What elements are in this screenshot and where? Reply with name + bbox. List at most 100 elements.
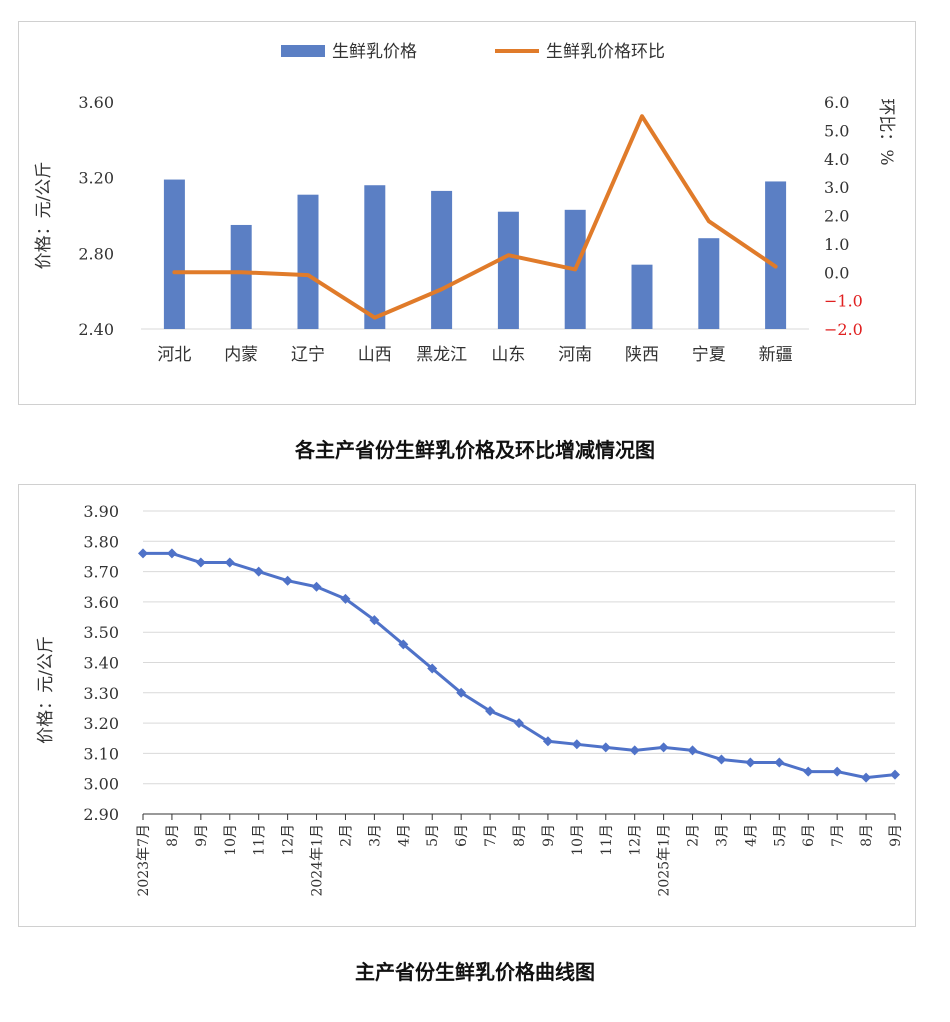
right-tick-label: 3.0 [824, 178, 849, 197]
left-tick-label: 2.40 [78, 320, 114, 339]
x-tick-label: 4月 [396, 824, 412, 847]
category-label: 河南 [558, 345, 592, 365]
x-tick-label: 8月 [512, 824, 528, 847]
category-label: 黑龙江 [416, 345, 467, 365]
x-tick-label: 10月 [223, 824, 239, 856]
left-tick-label: 2.80 [78, 244, 114, 263]
bar [765, 181, 787, 329]
price-line-chart: 2.90 3.00 3.10 3.20 3.30 3.40 3.50 3.60 3.70 3.80… [36, 502, 904, 897]
x-tick-label: 11月 [252, 824, 268, 856]
price-point [600, 742, 611, 753]
x-tick-label: 7月 [483, 824, 499, 847]
x-tick-label: 2025年1月 [657, 824, 673, 897]
price-point [716, 754, 727, 765]
right-tick-label: −2.0 [824, 320, 863, 339]
chart-panel-1: 2.40 2.80 3.20 3.60 −2.0 −1.0 0.0 1.0 2.0 3.0 4.0 5… [18, 21, 916, 405]
category-label: 河北 [157, 345, 191, 365]
legend-line-label: 生鲜乳价格环比 [546, 42, 665, 62]
price-point [485, 705, 496, 716]
price-point [832, 766, 843, 777]
x-tick-label: 9月 [194, 824, 210, 847]
price-point [166, 548, 177, 559]
y-tick-label: 3.00 [83, 775, 119, 794]
chart-caption-1: 各主产省份生鲜乳价格及环比增减情况图 [295, 438, 655, 462]
left-axis-title: 价格：元/公斤 [34, 162, 54, 270]
y-tick-label: 3.80 [83, 532, 119, 551]
y-tick-label: 3.60 [83, 593, 119, 612]
x-tick-label: 3月 [714, 824, 730, 847]
price-point [427, 663, 438, 674]
price-line [143, 551, 896, 780]
bar [364, 185, 386, 329]
price-point [311, 581, 322, 592]
left-tick-label: 3.60 [78, 93, 114, 112]
y-tick-label: 3.20 [83, 714, 119, 733]
price-point [253, 566, 264, 577]
price-point [138, 548, 148, 559]
x-tick-label: 5月 [772, 824, 788, 847]
x-tick-label: 8月 [165, 824, 181, 847]
right-tick-label: −1.0 [824, 292, 863, 311]
right-tick-label: 5.0 [824, 121, 849, 140]
price-point [571, 739, 582, 750]
y-tick-label: 3.50 [83, 623, 119, 642]
x-tick-label: 2月 [338, 824, 354, 847]
x-tick-label: 2月 [686, 824, 702, 847]
bar [163, 179, 185, 329]
price-point [456, 687, 467, 698]
x-tick-label: 12月 [628, 824, 644, 856]
price-point [195, 557, 206, 568]
y-tick-label: 3.30 [83, 684, 119, 703]
y-tick-label: 3.90 [83, 502, 119, 521]
right-tick-label: 4.0 [824, 150, 849, 169]
x-tick-label: 6月 [801, 824, 817, 847]
x-tick-label: 7月 [830, 824, 846, 847]
bar [631, 264, 653, 329]
price-point [774, 757, 785, 768]
x-tick-label: 9月 [888, 824, 904, 847]
right-tick-label: 0.0 [824, 263, 849, 282]
y-tick-label: 3.10 [83, 744, 119, 763]
price-point [687, 745, 698, 756]
category-label: 内蒙 [224, 345, 258, 365]
right-tick-label: 1.0 [824, 235, 849, 254]
chart-caption-2: 主产省份生鲜乳价格曲线图 [355, 960, 595, 984]
price-point [514, 718, 524, 729]
price-point [803, 766, 814, 777]
bar [230, 224, 252, 329]
legend-bar-label: 生鲜乳价格 [332, 42, 417, 62]
x-tick-label: 9月 [541, 824, 557, 847]
y-tick-label: 3.70 [83, 563, 119, 582]
x-tick-label: 2023年7月 [136, 824, 152, 897]
category-label: 山西 [358, 345, 392, 365]
right-axis-title: 环比：% [876, 98, 896, 165]
left-tick-label: 3.20 [78, 169, 114, 188]
combo-chart: 2.40 2.80 3.20 3.60 −2.0 −1.0 0.0 1.0 2.0 3.0 4.0 5… [34, 42, 896, 365]
y-tick-label: 2.90 [83, 805, 119, 824]
right-tick-label: 2.0 [824, 207, 849, 226]
mom-line [172, 114, 778, 320]
category-label: 山东 [491, 345, 525, 365]
bar [698, 238, 720, 329]
price-point [369, 615, 380, 626]
x-tick-label: 12月 [281, 824, 297, 856]
price-point [629, 745, 640, 756]
price-point [861, 772, 872, 783]
x-tick-label: 2024年1月 [310, 824, 326, 897]
x-tick-label: 5月 [425, 824, 441, 847]
x-tick-label: 10月 [570, 824, 586, 856]
bar [297, 194, 319, 329]
chart-panel-2: 2.90 3.00 3.10 3.20 3.30 3.40 3.50 3.60 3.70 3.80… [18, 484, 916, 927]
x-tick-label: 11月 [599, 824, 615, 856]
price-point [658, 742, 669, 753]
y-axis-title: 价格：元/公斤 [36, 636, 56, 744]
price-point [224, 557, 235, 568]
category-label: 辽宁 [291, 345, 325, 365]
price-point [745, 757, 756, 768]
price-point [542, 736, 553, 747]
category-label: 宁夏 [692, 345, 726, 365]
x-tick-label: 3月 [367, 824, 383, 847]
y-tick-label: 3.40 [83, 654, 119, 673]
bar [431, 190, 453, 329]
price-point [398, 639, 409, 650]
